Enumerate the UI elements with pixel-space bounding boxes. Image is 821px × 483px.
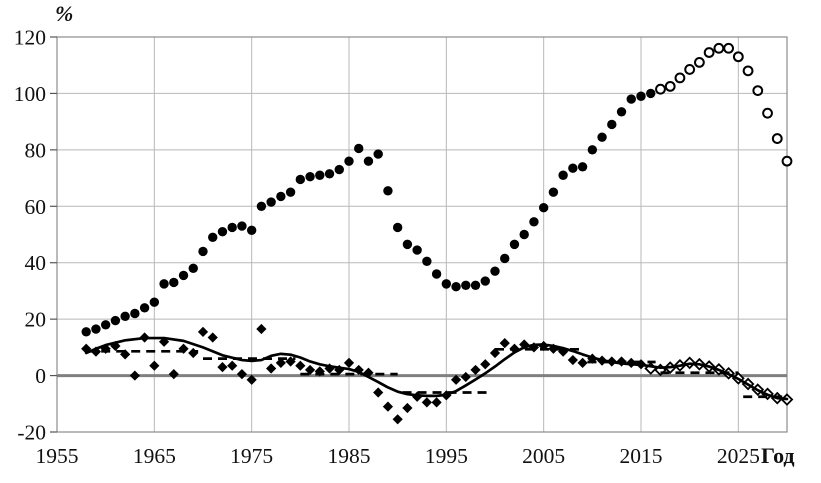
- svg-text:0: 0: [35, 364, 46, 388]
- plot-frame: [56, 36, 788, 433]
- svg-text:2025: 2025: [717, 444, 760, 468]
- svg-text:100: 100: [14, 82, 46, 106]
- svg-text:40: 40: [25, 251, 47, 275]
- x-axis-title: Год: [761, 443, 795, 468]
- series-dashed-period-mean-segments: [86, 347, 787, 399]
- svg-text:120: 120: [14, 26, 46, 50]
- x-tick-labels: 1955 1965 1975 1985 1995 2005 2015 2025: [36, 444, 760, 468]
- series-open-diamonds-forecast: [644, 356, 794, 406]
- svg-text:2015: 2015: [620, 444, 663, 468]
- svg-text:-20: -20: [17, 421, 46, 445]
- svg-text:1995: 1995: [425, 444, 468, 468]
- svg-text:2005: 2005: [522, 444, 565, 468]
- svg-text:60: 60: [25, 195, 47, 219]
- y-axis-unit-label: %: [55, 1, 74, 26]
- svg-text:1985: 1985: [328, 444, 371, 468]
- series-open-circles-forecast: [655, 42, 793, 167]
- svg-text:1975: 1975: [230, 444, 273, 468]
- series-filled-circles-actual: [81, 88, 656, 337]
- gridlines: [57, 37, 787, 432]
- svg-text:1965: 1965: [133, 444, 176, 468]
- svg-text:80: 80: [25, 138, 47, 162]
- svg-text:20: 20: [25, 308, 47, 332]
- y-tick-labels: -20 0 20 40 60 80 100 120: [14, 26, 46, 445]
- series-solid-trend-line: [84, 336, 789, 401]
- svg-text:1955: 1955: [36, 444, 79, 468]
- y-axis-ticks: [50, 36, 57, 433]
